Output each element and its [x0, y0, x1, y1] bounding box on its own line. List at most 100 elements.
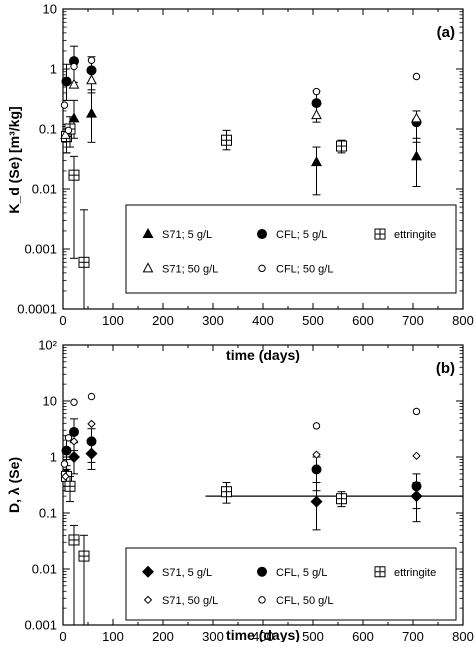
- chart-panel-a: 0 100 200 300 400 500 600 700 800 10 1 0.1 0.01 0.001…: [6, 2, 474, 364]
- y-tick-label: 0.1: [39, 122, 57, 137]
- x-tick-label: 800: [452, 313, 474, 328]
- data-point: [86, 65, 97, 76]
- y-tick-label: 1: [50, 450, 57, 465]
- data-point: [86, 74, 97, 85]
- data-point: [60, 460, 69, 468]
- y-tick-label: 10: [43, 2, 57, 17]
- legend-marker: [142, 262, 154, 273]
- legend-item: CFL, 5 g/L: [257, 566, 327, 579]
- data-point: [412, 72, 421, 81]
- series-open-triangle: [60, 74, 422, 139]
- y-tick-label: 10²: [38, 338, 57, 353]
- data-point: [311, 156, 322, 167]
- data-point: [61, 472, 70, 481]
- series-filled-circle: [61, 45, 422, 143]
- data-point: [61, 445, 72, 456]
- legend-box: [125, 204, 457, 294]
- y-tick-label: 0.0001: [17, 302, 57, 317]
- legend-item: ettringite: [374, 566, 436, 579]
- series-filled-circle: [61, 418, 422, 510]
- x-tick-label: 700: [402, 629, 424, 642]
- data-point: [412, 451, 421, 461]
- x-tick-label: 300: [202, 313, 224, 328]
- data-point: [87, 392, 96, 401]
- data-point: [69, 56, 79, 67]
- legend-label: ettringite: [394, 229, 436, 241]
- x-tick-label: 700: [402, 313, 424, 328]
- x-axis-label: time (days): [226, 347, 300, 363]
- legend-box: [125, 547, 457, 621]
- y-axis-label: D, λ (Se): [6, 457, 22, 513]
- data-point: [64, 480, 76, 492]
- y-tick-label: 0.01: [32, 562, 57, 577]
- legend-item: CFL; 50 g/L: [258, 263, 333, 275]
- legend-label: S71; 5 g/L: [162, 229, 212, 241]
- data-point: [221, 486, 232, 498]
- data-point: [87, 56, 96, 64]
- series-filled-diamond: [60, 440, 423, 531]
- y-tick-label: 0.01: [32, 182, 57, 197]
- legend-marker: [258, 264, 266, 273]
- data-point: [221, 134, 232, 146]
- series-filled-triangle: [61, 89, 422, 196]
- y-tick-label: 0.1: [39, 506, 57, 521]
- x-tick-label: 0: [59, 313, 66, 328]
- legend-label: CFL; 5 g/L: [276, 229, 327, 241]
- x-axis-label: time (days): [226, 627, 300, 642]
- legend-label: S71; 50 g/L: [162, 263, 218, 275]
- data-point: [312, 422, 321, 430]
- legend-label: ettringite: [394, 567, 436, 579]
- legend-label: S71, 5 g/L: [162, 567, 212, 579]
- x-tick-label: 300: [202, 629, 224, 642]
- legend: S71; 5 g/L CFL; 5 g/L ettringite S71; 50 g/…: [125, 204, 457, 294]
- data-point: [61, 76, 72, 87]
- legend-item: CFL; 5 g/L: [257, 229, 327, 241]
- legend-item: S71; 5 g/L: [142, 228, 212, 241]
- x-tick-label: 200: [152, 629, 174, 642]
- legend-item: S71, 50 g/L: [143, 595, 218, 607]
- data-point: [412, 407, 421, 416]
- data-point: [336, 140, 347, 152]
- data-point: [60, 101, 69, 109]
- legend-item: CFL, 50 g/L: [258, 595, 333, 607]
- legend-marker: [142, 228, 154, 239]
- x-tick-label: 500: [302, 629, 324, 642]
- panel-label: (b): [436, 360, 455, 377]
- data-point: [311, 464, 322, 475]
- data-point: [411, 112, 422, 123]
- x-tick-label: 100: [102, 629, 124, 642]
- series-open-diamond: [61, 419, 421, 481]
- legend-marker: [143, 595, 153, 605]
- data-point: [68, 78, 80, 89]
- data-point: [69, 437, 79, 446]
- legend-marker: [257, 229, 267, 240]
- data-point: [312, 450, 321, 459]
- legend-item: S71, 5 g/L: [142, 565, 212, 579]
- data-point: [86, 107, 97, 118]
- data-point: [64, 126, 73, 135]
- legend-label: CFL, 5 g/L: [276, 567, 327, 579]
- legend-label: CFL, 50 g/L: [276, 595, 333, 607]
- data-point: [336, 493, 347, 505]
- data-point: [68, 534, 80, 546]
- x-tick-label: 0: [59, 629, 66, 642]
- data-point: [68, 112, 80, 123]
- y-axis-label: K_d (Se) [m³/kg]: [6, 106, 22, 213]
- data-point: [78, 550, 90, 562]
- data-point: [411, 150, 422, 161]
- legend-item: S71; 50 g/L: [142, 262, 218, 275]
- data-point: [311, 109, 322, 120]
- data-point: [68, 451, 80, 463]
- series-open-circle: [60, 392, 421, 468]
- y-tick-label: 10: [43, 394, 57, 409]
- data-point: [69, 426, 79, 437]
- series-open-circle: [60, 56, 421, 135]
- x-tick-label: 600: [352, 313, 374, 328]
- data-point: [60, 128, 71, 139]
- legend-marker: [258, 596, 266, 604]
- legend-label: CFL; 50 g/L: [276, 263, 333, 275]
- legend-marker: [142, 565, 154, 578]
- legend-marker: [257, 566, 267, 577]
- y-tick-label: 1: [50, 62, 57, 77]
